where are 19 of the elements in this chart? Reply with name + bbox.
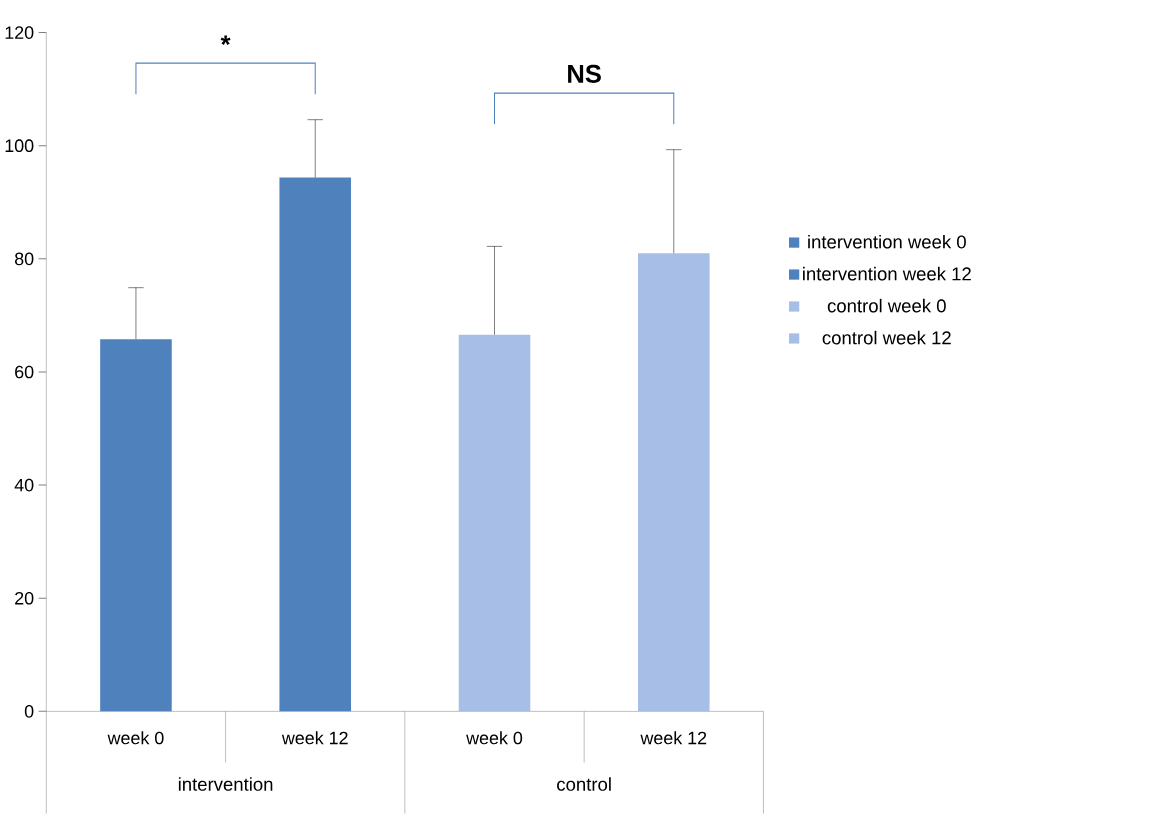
legend-label: control week 0 (827, 298, 946, 313)
y-tick-label: 0 (24, 705, 34, 718)
x-tick-label: week 12 (281, 731, 348, 745)
legend-label: control week 12 (822, 330, 951, 345)
annotation: NS (568, 64, 601, 84)
x-tick-label: week 12 (640, 731, 707, 745)
y-tick-label: 100 (5, 139, 34, 153)
y-tick-label: 60 (15, 365, 34, 379)
legend-label: intervention week 0 (808, 235, 966, 249)
x-tick-label: week 0 (466, 731, 523, 745)
annotation: * (220, 35, 231, 46)
text: intervention (178, 777, 273, 791)
y-tick-label: 120 (5, 26, 34, 40)
x-tick-label: week 0 (107, 731, 164, 745)
y-tick-label: 40 (14, 478, 34, 492)
y-tick-label: 80 (14, 252, 34, 266)
legend-label: intervention week 12 (803, 267, 971, 281)
text: control (557, 777, 611, 791)
y-tick-label: 20 (15, 592, 34, 605)
